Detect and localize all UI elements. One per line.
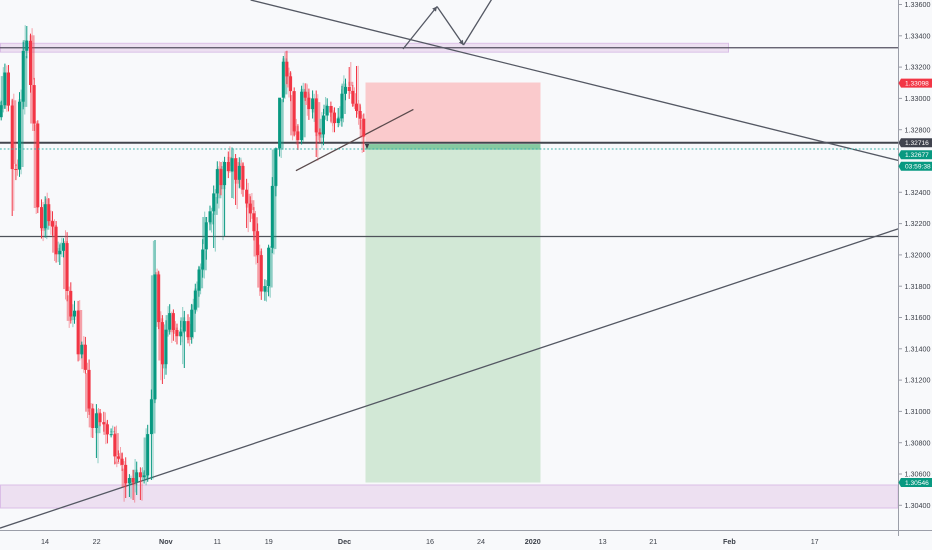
svg-text:1.32200: 1.32200 — [905, 219, 931, 228]
svg-text:1.32000: 1.32000 — [905, 251, 931, 260]
svg-text:1.31800: 1.31800 — [905, 282, 931, 291]
svg-text:1.30800: 1.30800 — [905, 438, 931, 447]
svg-text:1.31600: 1.31600 — [905, 313, 931, 322]
svg-text:1.30400: 1.30400 — [905, 501, 931, 510]
svg-text:1.32400: 1.32400 — [905, 188, 931, 197]
svg-text:24: 24 — [477, 537, 485, 546]
svg-text:1.31000: 1.31000 — [905, 407, 931, 416]
svg-text:19: 19 — [265, 537, 273, 546]
svg-text:1.30600: 1.30600 — [905, 470, 931, 479]
svg-text:2020: 2020 — [525, 537, 541, 546]
svg-text:1.30546: 1.30546 — [905, 480, 929, 487]
svg-text:03:59:38: 03:59:38 — [905, 164, 931, 171]
svg-text:22: 22 — [93, 537, 101, 546]
svg-text:Nov: Nov — [159, 537, 173, 546]
svg-text:1.33098: 1.33098 — [905, 81, 929, 88]
svg-text:13: 13 — [599, 537, 607, 546]
svg-text:1.33000: 1.33000 — [905, 94, 931, 103]
svg-text:11: 11 — [214, 537, 221, 546]
svg-text:1.33200: 1.33200 — [905, 63, 931, 72]
svg-text:1.33400: 1.33400 — [905, 31, 931, 40]
svg-text:1.32800: 1.32800 — [905, 125, 931, 134]
svg-text:Dec: Dec — [338, 537, 351, 546]
svg-text:Feb: Feb — [723, 537, 736, 546]
svg-text:14: 14 — [41, 537, 49, 546]
svg-text:1.33600: 1.33600 — [905, 0, 931, 9]
svg-text:1.31400: 1.31400 — [905, 344, 931, 353]
svg-text:1.32716: 1.32716 — [905, 140, 929, 147]
svg-text:16: 16 — [426, 537, 434, 546]
svg-text:17: 17 — [811, 537, 819, 546]
svg-text:1.31200: 1.31200 — [905, 376, 931, 385]
svg-text:1.32677: 1.32677 — [905, 152, 929, 159]
svg-text:21: 21 — [649, 537, 657, 546]
